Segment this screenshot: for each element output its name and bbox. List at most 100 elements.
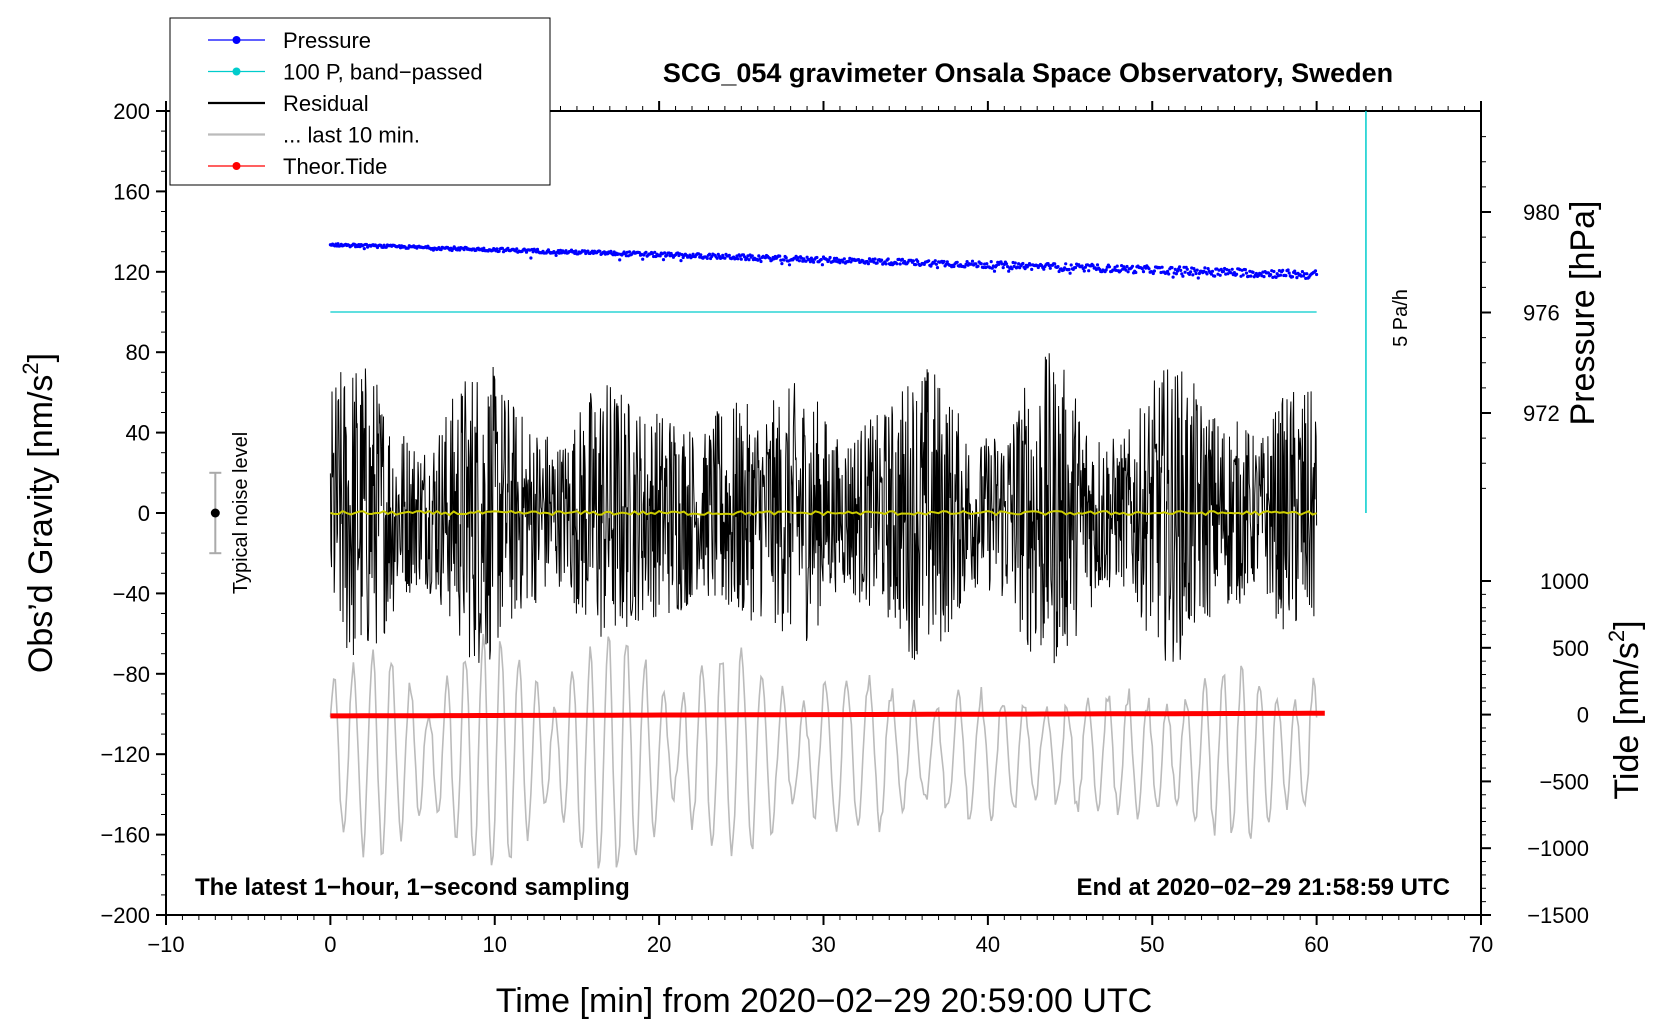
x-tick-label: 10 (483, 932, 507, 957)
pressure-point (873, 257, 877, 261)
pressure-point (362, 247, 366, 251)
pressure-point (916, 259, 920, 264)
pressure-point (1210, 269, 1215, 273)
y-pressure-tick-label: 976 (1523, 301, 1560, 326)
pressure-point (1274, 275, 1278, 279)
pressure-point (1272, 269, 1276, 274)
pressure-point (820, 263, 825, 267)
y-axis-title-tide: Tide [nm/s2] (1604, 620, 1646, 799)
x-tick-label: 0 (324, 932, 336, 957)
pressure-point (1013, 261, 1017, 265)
pressure-point (707, 252, 712, 256)
pressure-point (1140, 267, 1144, 271)
x-tick-label: 20 (647, 932, 671, 957)
x-tick-label: 70 (1469, 932, 1493, 957)
pressure-point (1010, 267, 1014, 271)
pressure-point (1229, 271, 1233, 275)
pressure-point (933, 259, 937, 263)
legend-marker (232, 162, 241, 170)
pressure-point (1053, 262, 1057, 266)
pressure-point (1082, 269, 1086, 273)
pressure-point (627, 250, 632, 254)
pressure-point (819, 257, 823, 262)
y-left-tick-label: −160 (100, 823, 150, 848)
pressure-point (497, 249, 501, 253)
pressure-point (1063, 266, 1067, 270)
theor-tide-series (330, 710, 1325, 719)
pressure-point (1281, 268, 1285, 272)
pressure-point (1293, 269, 1297, 273)
pressure-point (705, 256, 709, 260)
pressure-point (827, 258, 831, 262)
legend-label: Theor.Tide (283, 154, 387, 179)
pressure-point (1303, 272, 1307, 276)
pressure-point (1181, 274, 1185, 278)
pressure-point (1042, 267, 1046, 271)
pressure-point (805, 255, 809, 259)
pressure-point (1064, 262, 1068, 266)
pressure-point (1056, 265, 1060, 269)
pressure-point (529, 256, 533, 260)
pressure-point (828, 255, 832, 260)
pressure-point (1300, 270, 1304, 274)
pressure-point (867, 257, 872, 261)
y-pressure-tick-label: 972 (1523, 401, 1560, 426)
pressure-point (736, 257, 740, 261)
pressure-point (989, 260, 993, 264)
pressure-point (880, 258, 884, 262)
pressure-point (976, 264, 980, 268)
y-tide-tick-label: 500 (1552, 636, 1589, 661)
pressure-point (336, 242, 340, 246)
pressure-point (699, 253, 703, 257)
pressure-rate-label: 5 Pa/h (1390, 289, 1412, 347)
pressure-point (857, 258, 861, 262)
pressure-point (979, 262, 983, 266)
y-left-title-end: ] (22, 353, 60, 362)
pressure-point (1007, 269, 1011, 273)
pressure-point (727, 253, 731, 257)
pressure-point (1305, 272, 1309, 276)
pressure-point (757, 254, 761, 258)
pressure-point (1191, 273, 1195, 277)
pressure-point (715, 256, 719, 260)
y-left-tick-label: 160 (113, 179, 150, 204)
pressure-point (652, 254, 656, 259)
y-tide-title-sup: 2 (1604, 630, 1629, 642)
pressure-point (935, 266, 940, 270)
pressure-point (1286, 268, 1290, 272)
pressure-point (1278, 273, 1283, 277)
pressure-point (963, 265, 967, 269)
pressure-point (1006, 265, 1010, 269)
pressure-point (1023, 267, 1027, 271)
pressure-point (1195, 268, 1199, 272)
y-axis-title-pressure: Pressure [hPa] (1564, 201, 1602, 426)
pressure-point (1095, 263, 1100, 267)
pressure-point (815, 255, 819, 260)
pressure-point (780, 262, 784, 266)
y-tide-tick-label: −500 (1539, 769, 1589, 794)
y-tide-tick-label: 1000 (1540, 569, 1589, 594)
pressure-point (1209, 272, 1213, 276)
noise-level-label: Typical noise level (230, 432, 252, 594)
legend-box (169, 17, 551, 186)
pressure-point (1251, 270, 1255, 274)
pressure-point (934, 262, 939, 266)
pressure-point (1235, 272, 1239, 276)
pressure-point (945, 260, 949, 264)
note-end-time: End at 2020−02−29 21:58:59 UTC (1076, 874, 1450, 901)
pressure-point (842, 257, 846, 261)
pressure-point (1134, 270, 1138, 275)
pressure-point (1185, 267, 1189, 271)
pressure-point (1021, 261, 1025, 266)
pressure-point (782, 258, 786, 262)
pressure-point (974, 262, 978, 266)
noise-bar-center (210, 508, 220, 518)
pressure-point (1030, 267, 1034, 271)
pressure-point (1068, 271, 1072, 275)
pressure-point (1151, 271, 1155, 276)
pressure-point (914, 263, 918, 267)
y-left-tick-label: −40 (113, 581, 150, 606)
pressure-point (981, 265, 986, 270)
pressure-point (804, 259, 808, 263)
